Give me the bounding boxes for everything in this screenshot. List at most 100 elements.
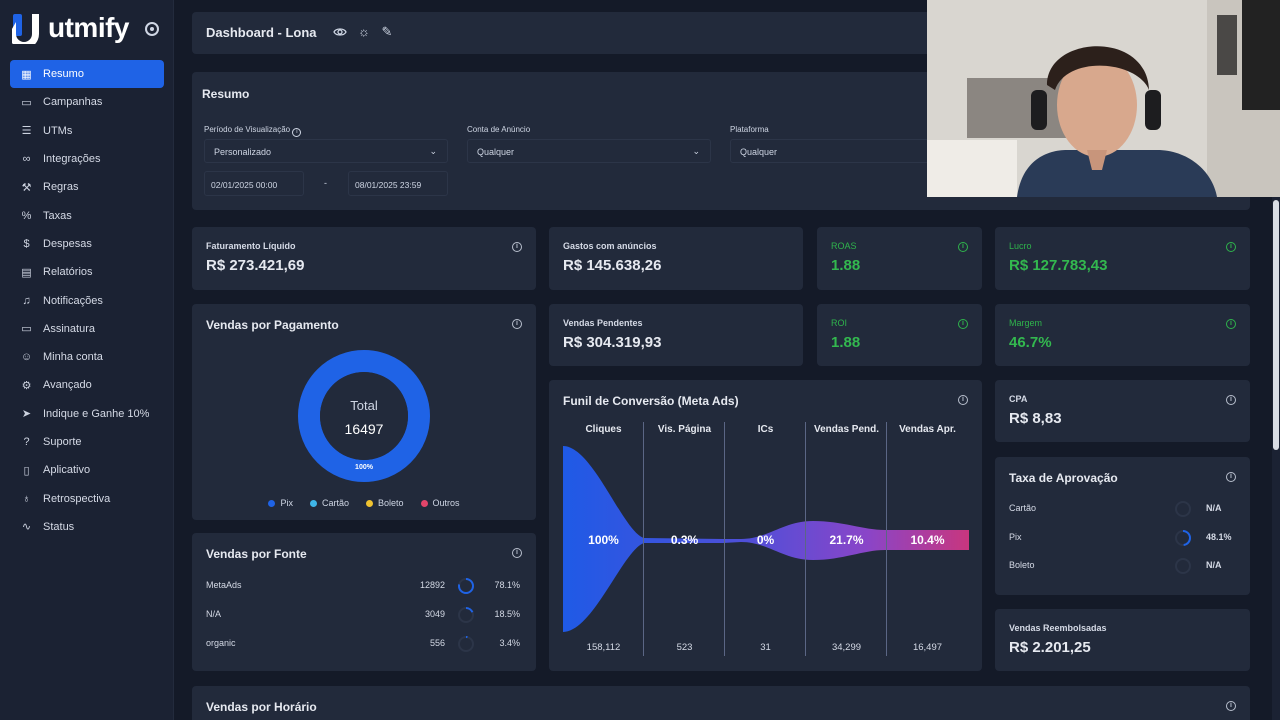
legend-item-pix[interactable]: Pix (268, 498, 293, 508)
donut-slice-label: 100% (355, 464, 373, 471)
sidebar-item-assinatura[interactable]: ▭ Assinatura (10, 315, 164, 343)
info-icon[interactable]: i (1226, 319, 1236, 329)
fonte-value: 556 (429, 638, 445, 648)
lucro-card: Lucro R$ 127.783,43 i (995, 227, 1250, 290)
award-icon: ♁ (22, 492, 31, 505)
sidebar-item-campanhas[interactable]: ▭ Campanhas (10, 88, 164, 116)
info-icon[interactable]: i (1226, 242, 1236, 252)
brand-logo[interactable]: utmify (9, 12, 130, 49)
funnel-stage-label: Cliques (585, 424, 622, 435)
info-icon[interactable]: i (1226, 701, 1236, 711)
info-icon[interactable]: i (512, 319, 522, 329)
info-icon[interactable]: i (512, 548, 522, 558)
sidebar-item-label: Integrações (43, 153, 101, 166)
document-icon: ▤ (21, 266, 32, 279)
sidebar-item-taxas[interactable]: % Taxas (10, 201, 164, 229)
margem-card: Margem 46.7% i (995, 304, 1250, 366)
pendentes-card: Vendas Pendentes R$ 304.319,93 (549, 304, 803, 366)
info-icon[interactable]: i (958, 242, 968, 252)
sun-icon[interactable]: ☼ (358, 24, 370, 39)
fonte-pct: 18.5% (494, 609, 520, 619)
plataforma-label: Plataforma (730, 125, 769, 134)
sidebar-item-label: Campanhas (43, 96, 103, 109)
plataforma-select[interactable]: Qualquer (730, 139, 930, 163)
page-title: Dashboard - Lona (206, 25, 317, 40)
sidebar-item-avancado[interactable]: ⚙ Avançado (10, 371, 164, 399)
edit-icon[interactable]: ✎ (381, 24, 393, 39)
scrollbar-thumb[interactable] (1273, 200, 1279, 450)
funnel-stage-label: Vendas Apr. (899, 424, 956, 435)
cpa-label: CPA (1009, 394, 1028, 404)
progress-ring-icon (1175, 558, 1191, 574)
info-icon[interactable]: i (512, 242, 522, 252)
scrollbar-track[interactable] (1272, 197, 1280, 720)
info-icon[interactable]: i (1226, 395, 1236, 405)
sidebar-item-indique[interactable]: ➤ Indique e Ganhe 10% (10, 400, 164, 428)
sidebar-item-label: Suporte (43, 436, 82, 448)
funnel-chart (563, 446, 969, 632)
roi-card: ROI 1.88 i (817, 304, 982, 366)
eye-icon[interactable] (333, 25, 347, 39)
sidebar-item-suporte[interactable]: ? Suporte (10, 428, 164, 456)
conta-select[interactable]: Qualquer ⌄ (467, 139, 711, 163)
reembolsadas-card: Vendas Reembolsadas R$ 2.201,25 (995, 609, 1250, 671)
utmify-logo-icon (9, 12, 44, 49)
sidebar-item-utms[interactable]: ☰ UTMs (10, 117, 164, 145)
info-icon[interactable]: i (958, 319, 968, 329)
info-icon[interactable]: i (1226, 472, 1236, 482)
link-icon: ∞ (22, 153, 31, 166)
legend-item-outros[interactable]: Outros (420, 498, 460, 508)
sidebar-item-resumo[interactable]: ▦ Resumo (10, 60, 164, 89)
sidebar-item-regras[interactable]: ⚒ Regras (10, 173, 164, 201)
sidebar-item-relatorios[interactable]: ▤ Relatórios (10, 258, 164, 286)
sidebar-item-aplicativo[interactable]: ▯ Aplicativo (10, 456, 164, 484)
sidebar-item-label: UTMs (43, 124, 73, 137)
settings-icon[interactable] (145, 22, 159, 36)
reembolsadas-label: Vendas Reembolsadas (1009, 623, 1107, 633)
funnel-stage-count: 523 (676, 642, 693, 653)
gastos-card: Gastos com anúncios R$ 145.638,26 (549, 227, 803, 290)
aprovacao-value: 48.1% (1206, 532, 1232, 542)
sidebar-item-integracoes[interactable]: ∞ Integrações (10, 145, 164, 173)
brand-name: utmify (48, 12, 130, 43)
legend-item-boleto[interactable]: Boleto (365, 498, 404, 508)
percent-icon: % (21, 209, 32, 222)
lucro-value: R$ 127.783,43 (1009, 257, 1108, 274)
pendentes-label: Vendas Pendentes (563, 318, 643, 328)
sidebar-item-minha-conta[interactable]: ☺ Minha conta (10, 343, 164, 371)
sidebar-item-despesas[interactable]: $ Despesas (10, 230, 164, 258)
aprovacao-value: N/A (1206, 560, 1222, 570)
sidebar-item-label: Despesas (43, 237, 92, 250)
info-icon[interactable]: i (958, 395, 968, 405)
aprovacao-name: Pix (1009, 532, 1022, 542)
periodo-select[interactable]: Personalizado ⌄ (204, 139, 448, 163)
roi-label: ROI (831, 318, 848, 328)
vendas-pagamento-card: Vendas por Pagamento i Total 16497 100% … (192, 304, 536, 520)
conta-value: Qualquer (477, 147, 515, 157)
fonte-value: 3049 (424, 609, 445, 619)
funnel-stage-pct: 10.4% (910, 533, 945, 547)
sidebar-item-retrospectiva[interactable]: ♁ Retrospectiva (10, 484, 164, 512)
aprovacao-name: Boleto (1009, 560, 1035, 570)
sidebar-item-status[interactable]: ∿ Status (10, 513, 164, 541)
donut-slice-pix (298, 350, 430, 482)
faturamento-label: Faturamento Líquido (206, 241, 296, 251)
info-icon[interactable]: i (292, 128, 302, 137)
sidebar-item-label: Resumo (43, 68, 84, 81)
pagamento-title: Vendas por Pagamento (206, 318, 339, 332)
fonte-name: MetaAds (206, 580, 242, 590)
sidebar-item-label: Taxas (43, 209, 72, 222)
sidebar-nav: ▦ Resumo ▭ Campanhas ☰ UTMs ∞ Integrações ⚒ R… (10, 60, 164, 541)
gastos-label: Gastos com anúncios (563, 241, 657, 251)
date-start-input[interactable]: 02/01/2025 00:00 (204, 171, 304, 196)
faturamento-value: R$ 273.421,69 (206, 257, 305, 274)
sidebar-item-notificacoes[interactable]: ♫ Notificações (10, 286, 164, 314)
funnel-stage-label: ICs (757, 424, 774, 435)
fonte-pct: 78.1% (494, 580, 520, 590)
date-end-input[interactable]: 08/01/2025 23:59 (348, 171, 448, 196)
fonte-value: 12892 (419, 580, 445, 590)
legend-item-cartao[interactable]: Cartão (309, 498, 349, 508)
donut-total-label: Total (350, 398, 378, 413)
lucro-label: Lucro (1009, 241, 1032, 251)
grid-icon: ▦ (21, 68, 32, 81)
